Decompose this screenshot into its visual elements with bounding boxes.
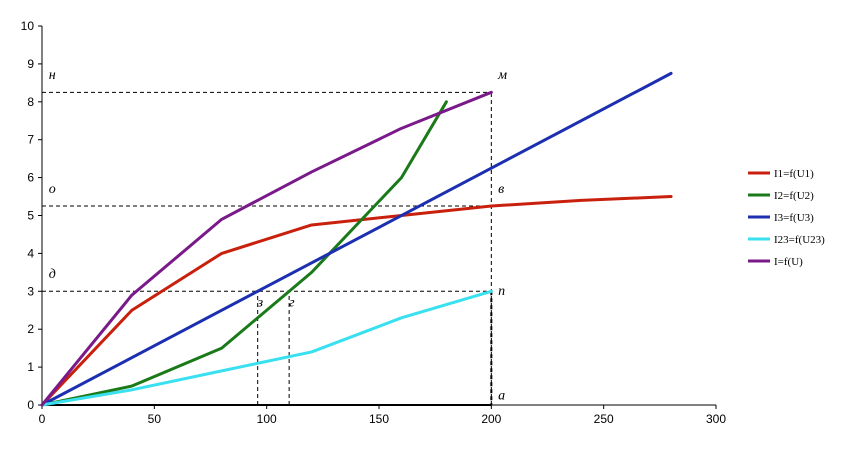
legend: I1=f(U1) I2=f(U2) I3=f(U3) I23=f(U23) I=f(U) <box>748 168 825 268</box>
y-tick-label: 1 <box>27 360 34 374</box>
series-line-2 <box>40 100 448 407</box>
x-tick-label: 150 <box>369 412 389 426</box>
y-tick-label: 7 <box>27 133 34 147</box>
legend-label: I1=f(U1) <box>774 168 814 180</box>
tick-labels: 0 50 100 150 200 250 300 0 1 2 3 4 5 6 7 8 9 10 <box>21 19 727 426</box>
x-tick-label: 300 <box>706 412 726 426</box>
y-tick-label: 8 <box>27 95 34 109</box>
point-label: а <box>498 388 505 403</box>
point-labels: н м о в д п з г а <box>49 68 507 403</box>
x-tick-label: 250 <box>594 412 614 426</box>
y-tick-label: 5 <box>27 209 34 223</box>
point-label: м <box>497 68 507 83</box>
point-label: в <box>498 182 504 197</box>
point-label: з <box>257 295 264 310</box>
y-tick-label: 0 <box>27 398 34 412</box>
series-line-3 <box>40 71 673 407</box>
y-tick-label: 6 <box>27 171 34 185</box>
series-lines <box>40 71 673 407</box>
point-label: г <box>289 295 295 310</box>
legend-label: I=f(U) <box>774 256 803 268</box>
legend-label: I23=f(U23) <box>774 234 825 246</box>
x-tick-label: 0 <box>39 412 46 426</box>
point-label: п <box>498 284 505 299</box>
y-tick-label: 2 <box>27 322 34 336</box>
series-line-5 <box>40 90 493 407</box>
point-label: д <box>49 267 56 282</box>
x-tick-label: 50 <box>148 412 162 426</box>
axes <box>38 25 717 409</box>
point-label: н <box>49 68 56 83</box>
legend-label: I2=f(U2) <box>774 190 814 202</box>
y-tick-label: 3 <box>27 284 34 298</box>
x-tick-label: 100 <box>257 412 277 426</box>
series-line-1 <box>40 195 673 407</box>
legend-label: I3=f(U3) <box>774 212 814 224</box>
point-label: о <box>49 182 56 197</box>
series-line-4 <box>40 289 493 407</box>
y-tick-label: 9 <box>27 57 34 71</box>
y-tick-label: 4 <box>27 246 34 260</box>
x-tick-label: 200 <box>481 412 501 426</box>
y-tick-label: 10 <box>21 19 35 33</box>
